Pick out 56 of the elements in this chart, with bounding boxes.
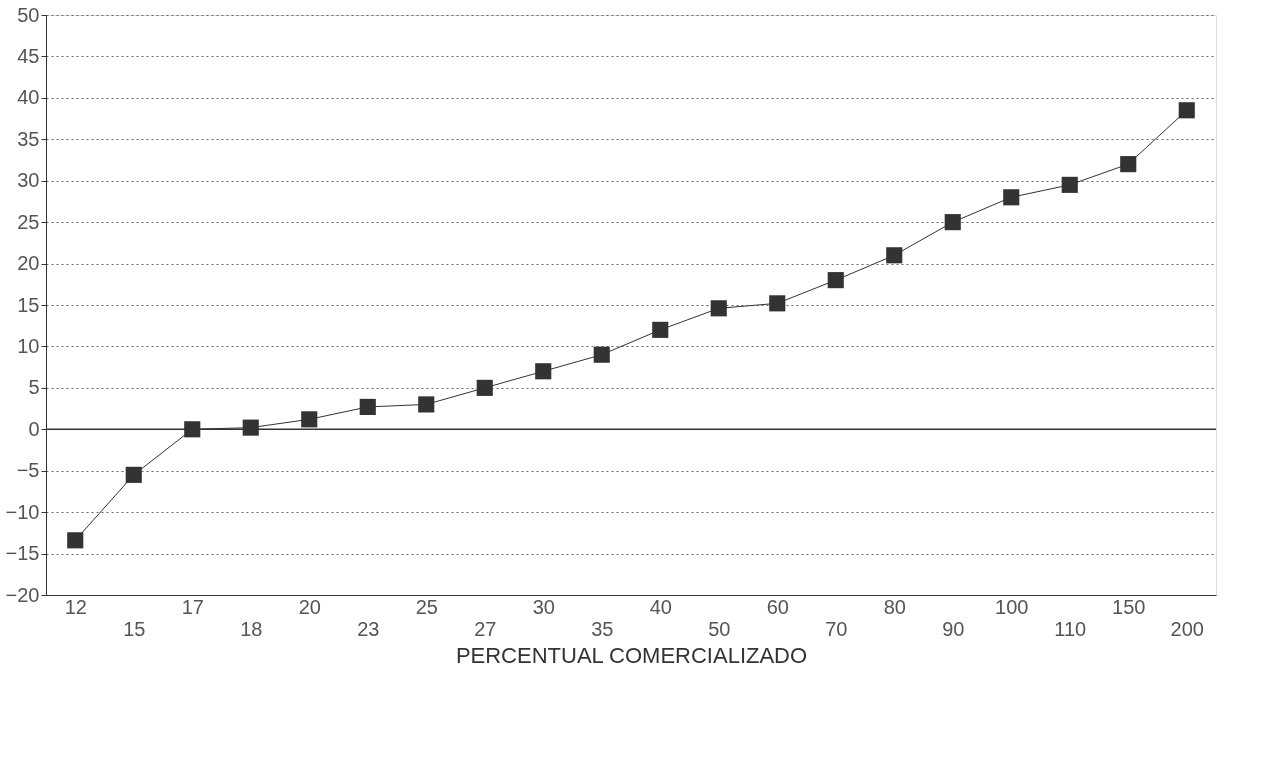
y-tick-label: −10 [5, 500, 40, 523]
y-tick-label: 40 [17, 86, 40, 109]
point [1120, 156, 1137, 173]
point [184, 421, 201, 438]
point [1061, 176, 1078, 193]
x-tick-label: 30 [532, 595, 555, 618]
x-tick-label: 12 [64, 595, 87, 618]
x-tick-label: 23 [357, 617, 380, 640]
y-tick-label: −20 [5, 583, 40, 606]
x-tick-label: 110 [1054, 617, 1087, 640]
point [593, 346, 610, 363]
x-axis-title: PERCENTUAL COMERCIALIZADO [455, 642, 808, 668]
x-tick-label: 18 [240, 617, 263, 640]
x-tick-label: 20 [298, 595, 321, 618]
point [827, 272, 844, 289]
y-tick-label: 5 [28, 376, 40, 399]
x-tick-label: 100 [995, 595, 1029, 618]
point [1003, 189, 1020, 206]
x-tick-label: 80 [883, 595, 906, 618]
point [535, 363, 552, 380]
y-tick-label: 0 [28, 417, 40, 440]
x-tick-label: 200 [1170, 617, 1204, 640]
x-tick-label: 15 [123, 617, 146, 640]
y-tick-label: 35 [17, 127, 40, 150]
x-tick-label: 60 [766, 595, 789, 618]
point [242, 419, 259, 436]
point [359, 398, 376, 415]
y-tick-label: 50 [17, 3, 40, 26]
point [944, 214, 961, 231]
point [652, 321, 669, 338]
point [710, 300, 727, 317]
y-tick-label: 30 [17, 169, 40, 192]
x-tick-label: 25 [415, 595, 438, 618]
x-tick-label: 35 [591, 617, 614, 640]
y-tick-label: 25 [17, 210, 40, 233]
point [886, 247, 903, 264]
y-tick-label: −5 [16, 459, 40, 482]
y-tick-label: −15 [5, 542, 40, 565]
point [476, 379, 493, 396]
x-tick-label: 27 [474, 617, 497, 640]
point [418, 396, 435, 413]
x-tick-label: 17 [181, 595, 204, 618]
point [67, 532, 84, 549]
point [125, 466, 142, 483]
point [1178, 102, 1195, 119]
x-tick-label: 150 [1112, 595, 1146, 618]
point [301, 411, 318, 428]
x-tick-label: 70 [825, 617, 848, 640]
x-tick-label: 40 [649, 595, 672, 618]
x-tick-label: 90 [942, 617, 965, 640]
y-tick-label: 15 [17, 293, 40, 316]
y-tick-label: 45 [17, 44, 40, 67]
y-tick-label: 10 [17, 334, 40, 357]
y-tick-label: 20 [17, 252, 40, 275]
point [769, 295, 786, 312]
x-tick-label: 50 [708, 617, 731, 640]
